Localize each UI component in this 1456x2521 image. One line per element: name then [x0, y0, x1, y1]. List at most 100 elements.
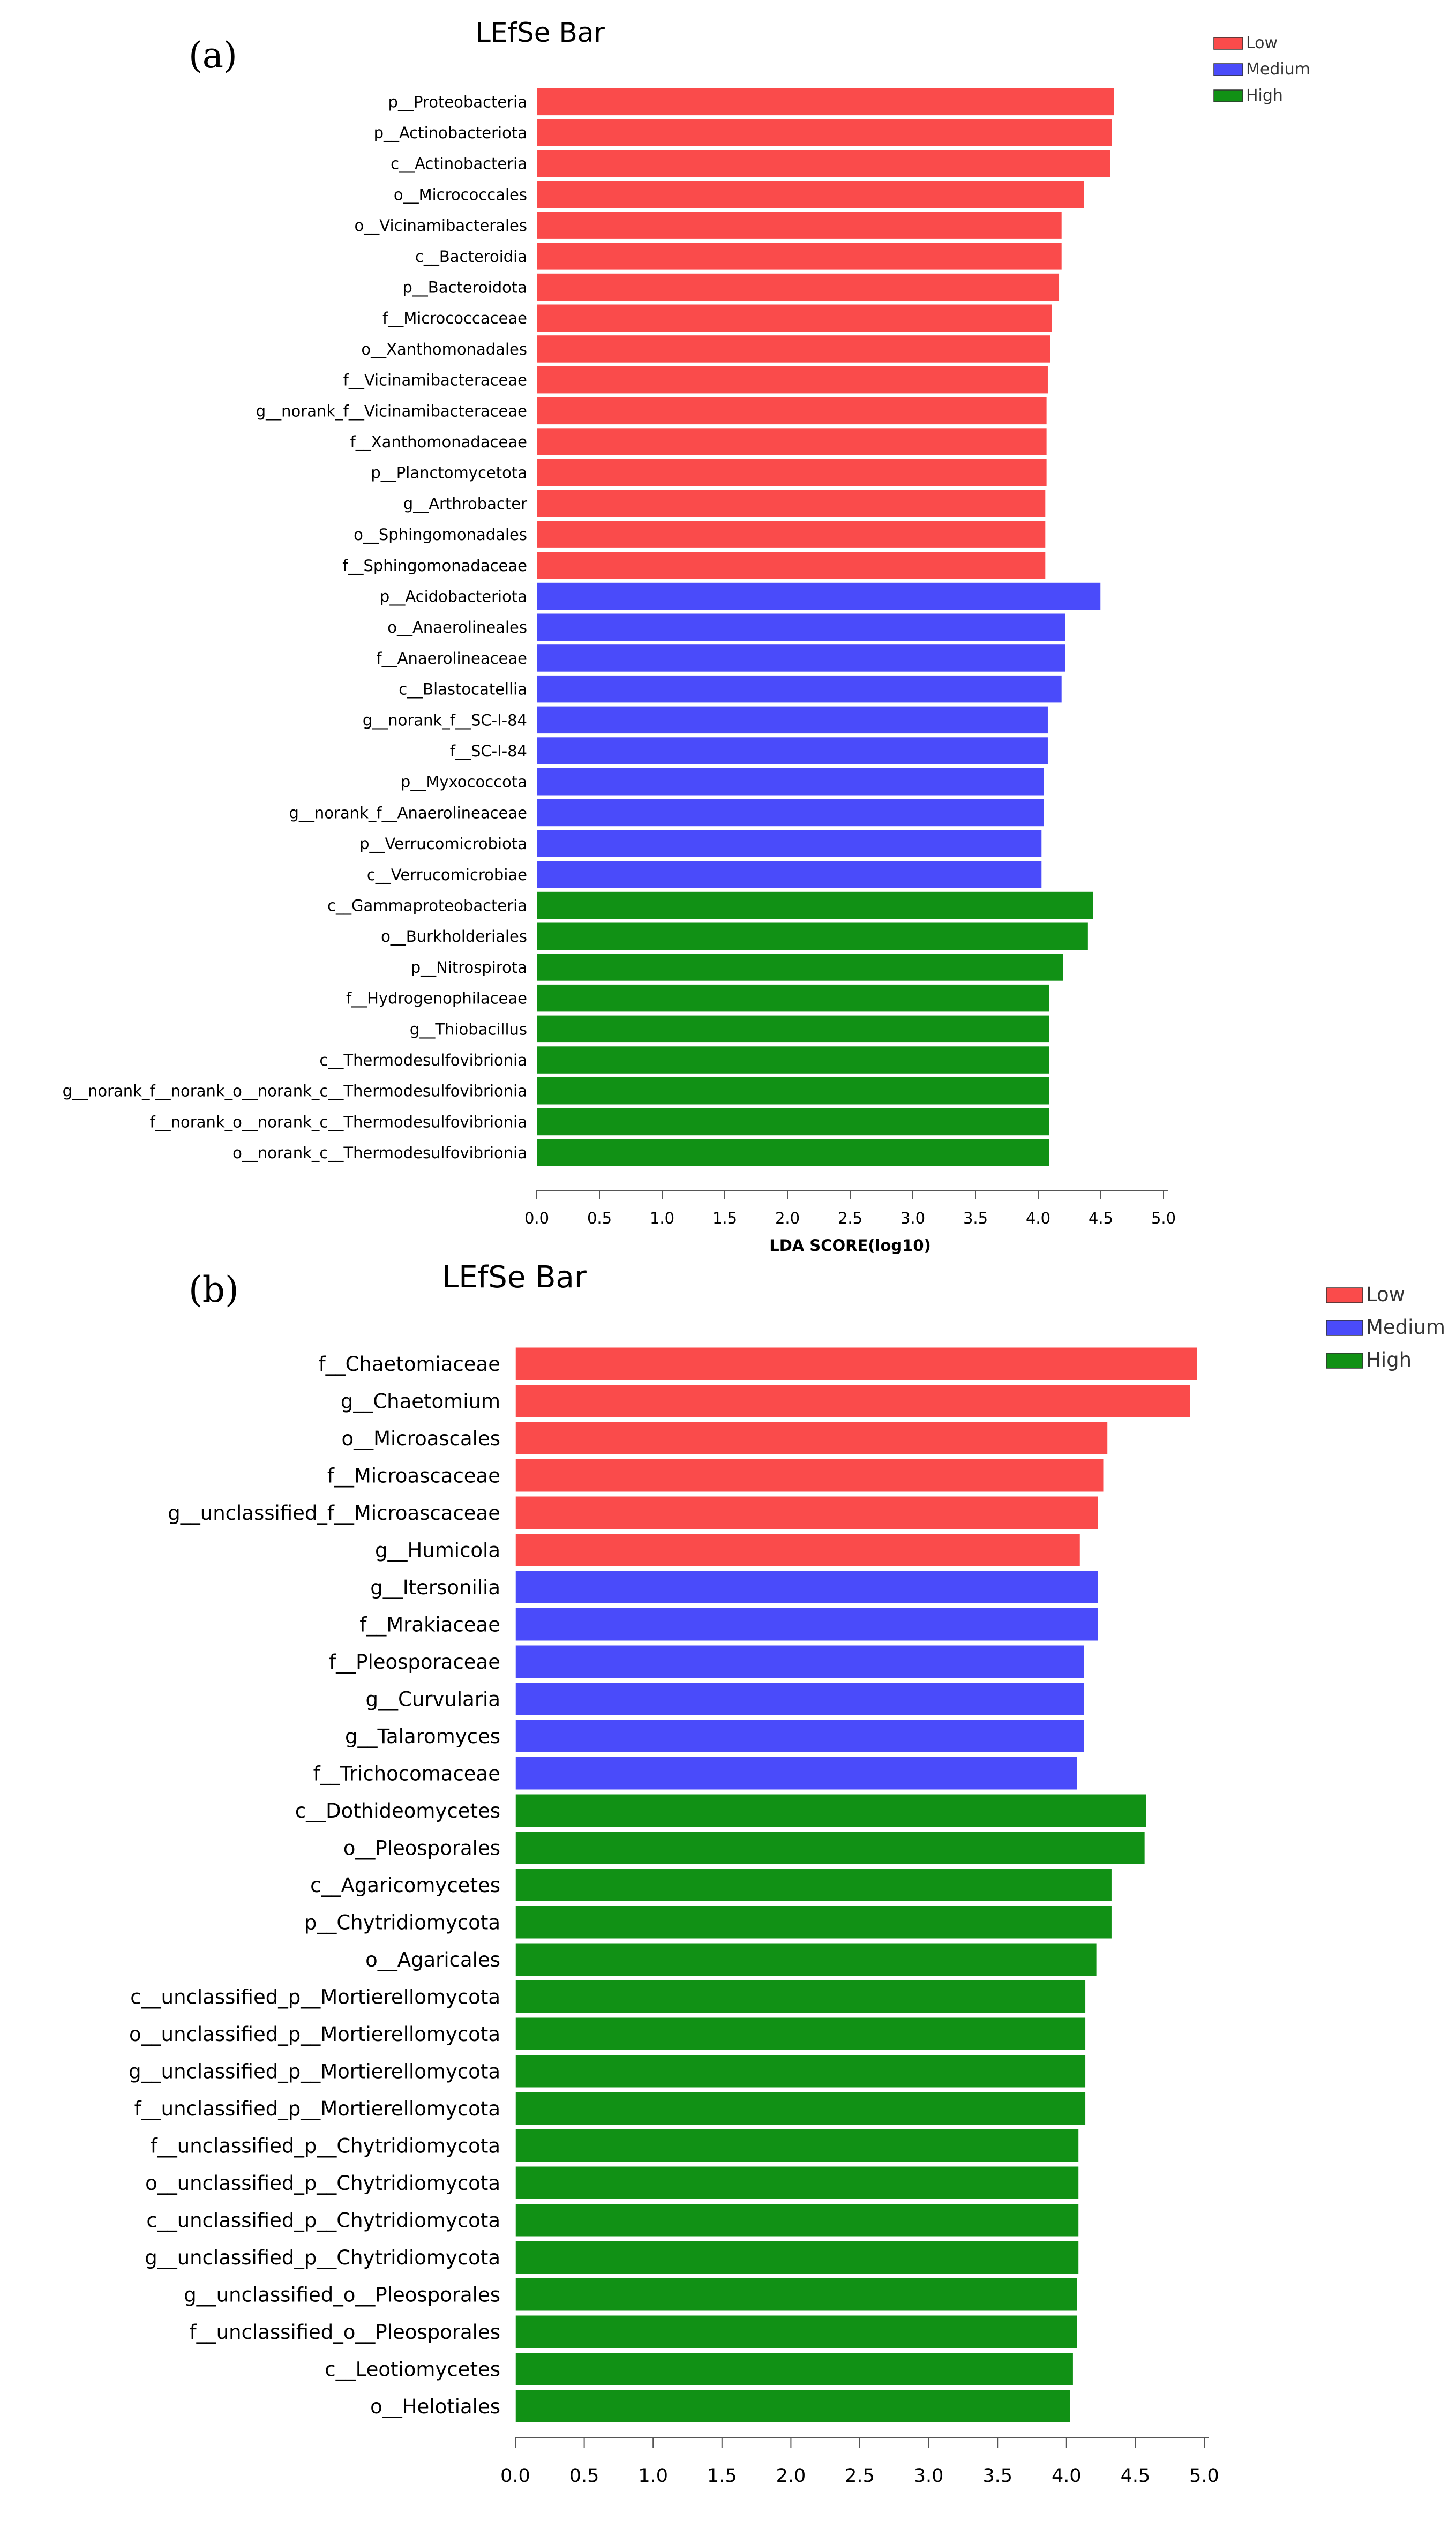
bar-f__Trichocomaceae	[515, 1756, 1078, 1790]
bar-label: p__Chytridiomycota	[304, 1911, 500, 1934]
chart-panel-b: (b) LEfSe Bar f__Chaetomiaceae g__Chaetomiu…	[129, 1260, 1445, 2487]
panel-label: (a)	[189, 35, 237, 76]
bar-f__unclassified_o__Pleosporales	[515, 2315, 1078, 2349]
bar-label: c__Bacteroidia	[415, 247, 527, 266]
bar-g__unclassified_o__Pleosporales	[515, 2277, 1078, 2312]
x-tick-label: 5.0	[1189, 2465, 1219, 2487]
x-tick-label: 2.0	[775, 1209, 800, 1227]
bar-c__Gammaproteobacteria	[536, 891, 1094, 920]
legend-label-high: High	[1366, 1348, 1412, 1371]
bar-label: g__Thiobacillus	[410, 1020, 527, 1038]
bar-label: o__Pleosporales	[343, 1837, 500, 1860]
bar-o__Burkholderiales	[536, 922, 1089, 951]
legend-swatch-high	[1326, 1353, 1363, 1369]
bar-label: g__Humicola	[375, 1539, 500, 1562]
legend-label-medium: Medium	[1246, 60, 1310, 79]
panel-label: (b)	[189, 1269, 239, 1310]
x-tick-label: 0.5	[587, 1209, 612, 1227]
bar-label: f__Trichocomaceae	[313, 1762, 500, 1785]
bar-f__Chaetomiaceae	[515, 1347, 1198, 1381]
x-tick-label: 2.5	[838, 1209, 862, 1227]
bar-label: g__norank_f__norank_o__norank_c__Thermod…	[63, 1082, 527, 1100]
bar-label: c__Blastocatellia	[399, 680, 527, 699]
bar-label: f__norank_o__norank_c__Thermodesulfovibr…	[149, 1113, 527, 1131]
bar-label: f__unclassified_p__Mortierellomycota	[134, 2097, 500, 2120]
bar-f__Sphingomonadaceae	[536, 551, 1046, 580]
bar-o__Pleosporales	[515, 1830, 1146, 1865]
chart-panel-a: (a) LEfSe Bar p__Proteobacteria p__Actinoba…	[63, 17, 1310, 1255]
bar-o__Agaricales	[515, 1942, 1098, 1977]
bar-f__Micrococcaceae	[536, 304, 1053, 333]
bar-p__Actinobacteriota	[536, 118, 1113, 147]
chart-title: LEfSe Bar	[476, 17, 605, 48]
bar-label: f__unclassified_p__Chytridiomycota	[151, 2135, 500, 2158]
bar-f__unclassified_p__Chytridiomycota	[515, 2128, 1079, 2163]
x-tick-label: 1.0	[650, 1209, 674, 1227]
bar-f__Vicinamibacteraceae	[536, 365, 1049, 394]
bar-o__Vicinamibacterales	[536, 211, 1063, 240]
bar-label: g__norank_f__SC-I-84	[363, 711, 527, 729]
bar-g__Humicola	[515, 1533, 1081, 1567]
bar-label: p__Verrucomicrobiota	[359, 835, 527, 853]
bar-f__Anaerolineaceae	[536, 643, 1067, 673]
bar-label: c__unclassified_p__Chytridiomycota	[146, 2209, 500, 2232]
bar-label: f__Sphingomonadaceae	[342, 557, 527, 575]
x-tick-label: 4.0	[1026, 1209, 1050, 1227]
bar-label: p__Acidobacteriota	[380, 587, 527, 605]
bar-label: g__norank_f__Anaerolineaceae	[289, 804, 527, 822]
bar-f__Xanthomonadaceae	[536, 427, 1048, 456]
bar-c__Agaricomycetes	[515, 1868, 1113, 1902]
bar-label: f__Microascaceae	[327, 1465, 500, 1488]
bar-label: f__Xanthomonadaceae	[350, 433, 527, 451]
bar-label: o__unclassified_p__Mortierellomycota	[129, 2023, 500, 2046]
bar-c__unclassified_p__Chytridiomycota	[515, 2203, 1079, 2237]
bar-label: c__Leotiomycetes	[325, 2358, 500, 2381]
bar-c__Thermodesulfovibrionia	[536, 1045, 1050, 1075]
chart-title: LEfSe Bar	[442, 1260, 587, 1295]
bar-label: g__unclassified_f__Microascaceae	[168, 1502, 500, 1525]
bar-g__norank_f__norank_o__norank_c__Thermodesulfovibrionia	[536, 1076, 1050, 1105]
x-tick-label: 0.0	[500, 2465, 530, 2487]
bar-f__SC-I-84	[536, 736, 1049, 766]
bar-c__unclassified_p__Mortierellomycota	[515, 1979, 1086, 2014]
bar-o__Anaerolineales	[536, 613, 1067, 642]
bar-c__Dothideomycetes	[515, 1794, 1147, 1828]
bar-o__unclassified_p__Mortierellomycota	[515, 2017, 1086, 2051]
bar-label: c__Thermodesulfovibrionia	[319, 1051, 527, 1069]
bar-g__unclassified_f__Microascaceae	[515, 1496, 1099, 1530]
x-axis-label: LDA SCORE(log10)	[769, 1236, 931, 1255]
bar-o__norank_c__Thermodesulfovibrionia	[536, 1138, 1050, 1167]
bar-f__Pleosporaceae	[515, 1645, 1085, 1679]
bar-f__Hydrogenophilaceae	[536, 984, 1050, 1012]
bar-label: g__Curvularia	[366, 1688, 500, 1711]
legend-swatch-medium	[1326, 1320, 1363, 1336]
bar-g__Curvularia	[515, 1682, 1085, 1716]
bar-label: p__Actinobacteriota	[374, 124, 527, 142]
bar-g__norank_f__SC-I-84	[536, 706, 1049, 734]
bar-g__Arthrobacter	[536, 489, 1046, 518]
bar-label: o__Vicinamibacterales	[355, 216, 528, 235]
legend-label-low: Low	[1366, 1283, 1405, 1306]
bar-p__Verrucomicrobiota	[536, 829, 1042, 858]
bar-label: p__Myxococcota	[401, 773, 527, 791]
bar-label: g__unclassified_o__Pleosporales	[184, 2284, 500, 2307]
bar-label: g__Chaetomium	[341, 1390, 500, 1413]
bar-c__Bacteroidia	[536, 242, 1063, 271]
legend-label-low: Low	[1246, 34, 1278, 52]
bar-label: f__Hydrogenophilaceae	[346, 989, 527, 1008]
bar-c__Actinobacteria	[536, 149, 1112, 178]
bar-c__Blastocatellia	[536, 674, 1063, 703]
bar-label: o__Helotiales	[370, 2395, 500, 2418]
bar-g__unclassified_p__Chytridiomycota	[515, 2240, 1079, 2275]
bar-g__Talaromyces	[515, 1719, 1085, 1753]
x-tick-label: 0.5	[569, 2465, 599, 2487]
bar-g__norank_f__Anaerolineaceae	[536, 798, 1045, 827]
bar-label: f__Chaetomiaceae	[319, 1353, 500, 1376]
x-tick-label: 3.0	[914, 2465, 944, 2487]
bar-label: g__unclassified_p__Mortierellomycota	[129, 2060, 500, 2083]
bar-label: o__Micrococcales	[394, 185, 527, 204]
bar-label: o__unclassified_p__Chytridiomycota	[145, 2172, 500, 2195]
bar-g__norank_f__Vicinamibacteraceae	[536, 396, 1048, 425]
bar-label: f__Vicinamibacteraceae	[343, 371, 527, 389]
